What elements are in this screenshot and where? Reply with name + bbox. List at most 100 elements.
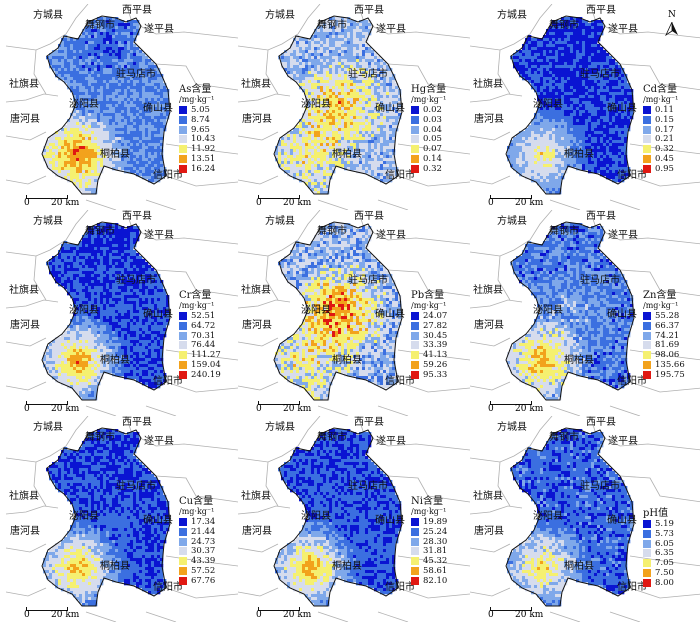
legend: Pb含量/mg·kg⁻¹ 24.07 27.82 30.45 33.39 41.13 59.… [411,290,448,380]
scale-distance-label: 20 km [515,404,544,414]
raster-cells [507,17,634,195]
place-label-sheqi: 社旗县 [241,285,271,296]
place-label-tanghe: 唐河县 [10,114,40,125]
legend-swatch [179,331,187,340]
place-label-queshan: 确山县 [375,515,405,526]
place-label-sheqi: 社旗县 [241,79,271,90]
legend-value: 30.45 [423,330,448,341]
raster-cells [507,429,634,607]
map-panel-cd: 方城县 舞钢市 西平县 遂平县 社旗县 驻马店市 泌阳县 确山县 唐河县 桐柏县 信阳市 Cd含量/m… [470,4,700,210]
raster-cells [507,223,634,401]
raster-cells [43,17,170,195]
place-label-sheqi: 社旗县 [9,79,39,90]
place-label-wugang: 舞钢市 [549,20,579,31]
study-area-outline [273,221,403,401]
legend-row: 28.30 [411,537,447,547]
place-label-biyang: 泌阳县 [301,99,331,110]
scale-bar: 0 20 km [24,192,79,208]
legend-value: 82.10 [423,575,448,586]
place-label-fangcheng: 方城县 [265,422,295,433]
legend-value: 24.07 [423,311,448,321]
legend-value: 135.66 [655,359,685,370]
raster-cells [275,429,402,607]
legend-row: 0.03 [411,115,446,125]
scale-bar-line [26,401,68,405]
place-label-queshan: 确山县 [375,103,405,114]
legend-row: 10.43 [179,134,216,145]
map-panel-as: 方城县 舞钢市 西平县 遂平县 社旗县 驻马店市 泌阳县 确山县 唐河县 桐柏县 信阳市 As含量/m… [6,4,238,210]
legend-value: 66.37 [655,320,680,331]
legend-value: 41.13 [423,350,448,361]
place-label-queshan: 确山县 [607,309,637,320]
legend: pH值 5.19 5.73 6.05 6.35 7.05 7.50 8.00 [643,508,674,588]
legend-swatch [411,312,419,320]
scale-zero-label: 0 [256,610,262,620]
map-canvas-cd [470,4,700,210]
legend-row: 27.82 [411,321,447,331]
place-label-sheqi: 社旗县 [9,491,39,502]
legend-row: 0.04 [411,125,446,135]
legend-swatch [411,135,419,144]
place-label-zhumadian: 驻马店市 [116,481,156,492]
legend-swatch [643,370,651,379]
legend-row: 0.15 [643,115,678,125]
scale-bar-line [490,195,532,199]
legend-value: 81.69 [655,340,680,351]
legend-value: 19.89 [423,517,448,527]
legend-title: Cu含量 [179,496,214,507]
legend: Cd含量/mg·kg⁻¹ 0.11 0.15 0.17 0.21 0.32 0.45 0.95 [643,84,678,174]
place-label-xiping: 西平县 [586,211,616,222]
legend-row: 82.10 [411,575,448,586]
map-canvas-hg [238,4,470,210]
legend-row: 31.81 [411,546,447,556]
place-label-sheqi: 社旗县 [473,79,503,90]
place-label-xinyang: 信阳市 [617,582,647,593]
legend: Cu含量/mg·kg⁻¹ 17.34 21.44 24.73 30.37 43.39 57.… [179,496,215,586]
legend-swatch [643,539,651,548]
legend-value: 59.26 [423,359,448,370]
legend-row: 111.27 [179,350,221,360]
legend-row: 58.61 [411,566,447,576]
legend-title: Cr含量 [179,290,212,301]
legend-row: 19.89 [411,517,448,527]
north-arrow-icon: N [665,10,679,36]
map-panel-cu: 方城县 舞钢市 西平县 遂平县 社旗县 驻马店市 泌阳县 确山县 唐河县 桐柏县 信阳市 Cu含量/m… [6,416,238,622]
legend-title: Ni含量 [411,496,443,507]
legend-value: 8.00 [655,577,674,588]
legend-row: 52.51 [179,311,215,321]
legend-row: 9.65 [179,125,214,135]
place-label-xinyang: 信阳市 [385,170,415,181]
legend: Cr含量/mg·kg⁻¹ 52.51 64.72 70.31 76.44 111.27 15… [179,290,221,380]
legend-row: 0.11 [643,105,678,115]
study-area-outline [505,221,635,401]
legend-value: 25.24 [423,526,448,537]
study-area-outline [41,221,171,401]
place-label-biyang: 泌阳县 [533,305,563,316]
place-label-zhumadian: 驻马店市 [580,481,620,492]
legend-value: 0.95 [655,163,674,174]
legend-value: 98.06 [655,350,680,361]
place-label-suiping: 遂平县 [376,24,406,35]
place-label-fangcheng: 方城县 [265,10,295,21]
legend-row: 6.35 [643,548,674,558]
legend-swatch [179,164,187,173]
legend-row: 24.73 [179,537,215,547]
legend-row: 95.33 [411,370,447,380]
place-label-fangcheng: 方城县 [497,216,527,227]
legend-value: 6.05 [655,538,674,549]
place-label-biyang: 泌阳县 [69,511,99,522]
legend-unit: /mg·kg⁻¹ [411,301,447,310]
legend-value: 0.05 [423,134,442,145]
place-label-suiping: 遂平县 [608,436,638,447]
legend-title: Pb含量 [411,290,445,301]
legend-value: 10.43 [191,134,216,145]
legend-swatch [643,529,651,538]
place-label-xiping: 西平县 [586,417,616,428]
map-panel-ph: 方城县 舞钢市 西平县 遂平县 社旗县 驻马店市 泌阳县 确山县 唐河县 桐柏县 信阳市 pH值 5.1… [470,416,700,622]
scale-distance-label: 20 km [51,610,80,620]
legend-swatch [643,135,651,144]
place-label-xiping: 西平县 [354,211,384,222]
legend-value: 45.32 [423,556,448,567]
place-label-sheqi: 社旗县 [473,491,503,502]
scale-bar: 0 20 km [256,398,311,414]
